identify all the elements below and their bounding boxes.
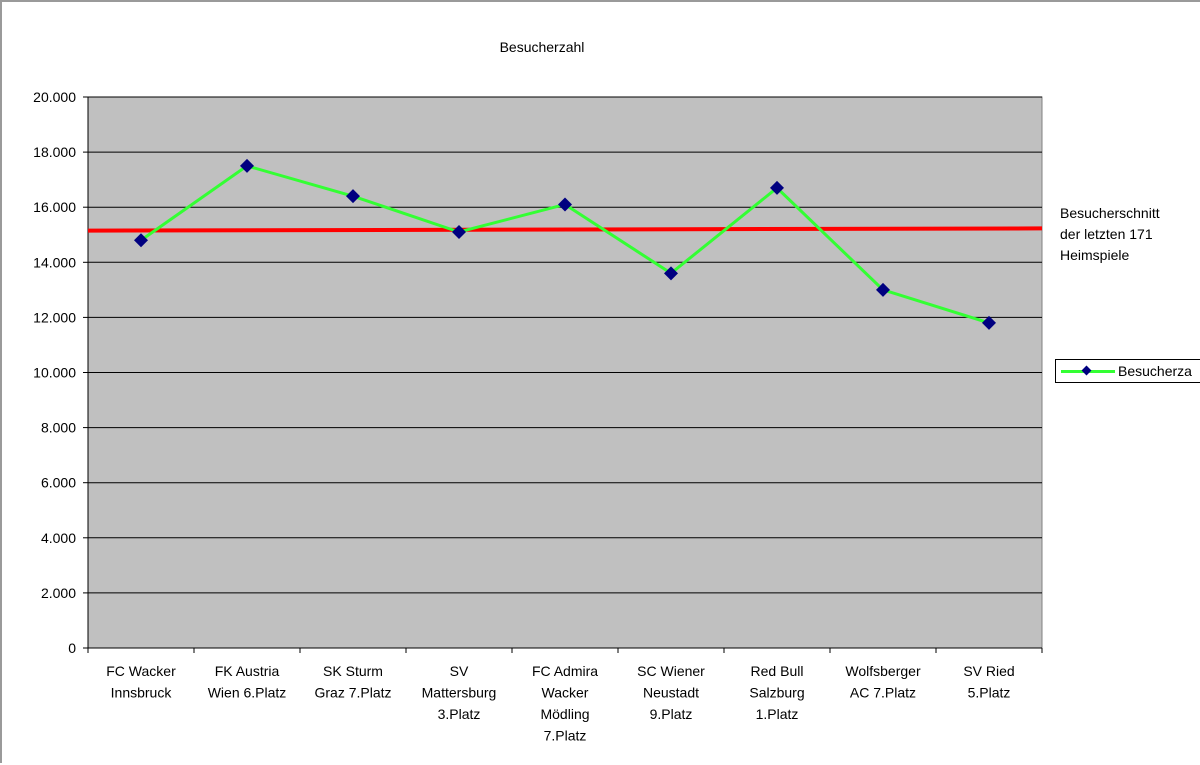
y-tick-label: 18.000 — [33, 144, 76, 160]
data-point-marker — [134, 233, 148, 248]
y-tick-label: 0 — [68, 640, 76, 656]
y-tick-label: 2.000 — [41, 585, 76, 601]
x-tick-label: SK Sturm Graz 7.Platz — [314, 663, 391, 701]
x-tick-label: Wolfsberger AC 7.Platz — [845, 663, 921, 701]
reference-note-line-2: der letzten 171 — [1060, 226, 1153, 242]
y-tick-label: 10.000 — [33, 365, 76, 381]
chart-title: Besucherzahl — [499, 39, 585, 55]
x-tick-label: SC Wiener Neustadt 9.Platz — [637, 663, 705, 722]
data-point-marker — [770, 180, 784, 195]
y-tick-label: 12.000 — [33, 309, 76, 325]
data-point-marker — [346, 189, 360, 204]
reference-note-line-1: Besucherschnitt — [1060, 205, 1160, 221]
data-point-marker — [558, 197, 572, 212]
legend: Besucherza — [1055, 359, 1200, 383]
x-tick-label: FC Admira Wacker Mödling 7.Platz — [532, 663, 598, 744]
data-point-marker — [240, 158, 254, 173]
data-point-marker — [876, 282, 890, 297]
y-tick-label: 4.000 — [41, 530, 76, 546]
reference-line-note: Besucherschnitt der letzten 171 Heimspie… — [1060, 203, 1200, 266]
y-tick-label: 14.000 — [33, 254, 76, 270]
x-tick-label: FK Austria Wien 6.Platz — [208, 663, 287, 701]
y-tick-label: 16.000 — [33, 199, 76, 215]
y-tick-label: 20.000 — [33, 89, 76, 105]
y-tick-label: 6.000 — [41, 475, 76, 491]
data-point-marker — [664, 266, 678, 281]
legend-diamond-marker — [1081, 365, 1092, 376]
x-tick-label: Red Bull Salzburg 1.Platz — [749, 663, 804, 722]
data-point-marker — [452, 224, 466, 239]
reference-average-line — [87, 226, 1043, 233]
data-point-marker — [982, 315, 996, 330]
x-tick-label: SV Ried 5.Platz — [963, 663, 1014, 701]
x-tick-label: FC Wacker Innsbruck — [106, 663, 176, 701]
reference-note-line-3: Heimspiele — [1060, 247, 1130, 263]
x-tick-label: SV Mattersburg 3.Platz — [422, 663, 497, 722]
y-tick-label: 8.000 — [41, 420, 76, 436]
legend-label: Besucherza — [1118, 363, 1192, 379]
